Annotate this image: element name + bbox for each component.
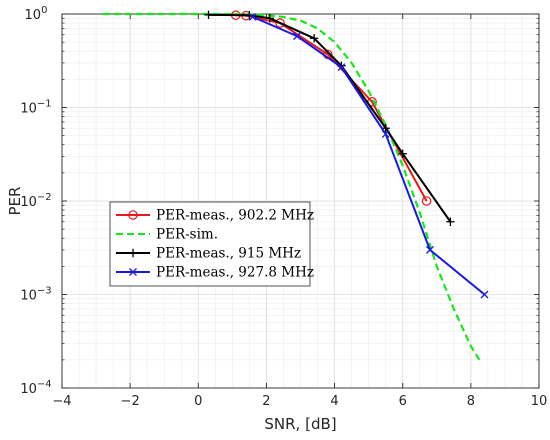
- y-tick-label: 100: [25, 5, 48, 23]
- legend-marker: [129, 268, 137, 276]
- legend-label: PER-meas., 915 MHz: [156, 246, 301, 262]
- y-axis-label: PER: [6, 187, 24, 216]
- data-point: [337, 63, 346, 72]
- data-point: [381, 130, 390, 139]
- data-point: [204, 10, 213, 20]
- x-axis-label: SNR, [dB]: [264, 415, 336, 433]
- x-tick-label: 6: [399, 394, 407, 409]
- x-tick-label: 4: [330, 394, 338, 409]
- x-tick-label: 2: [262, 394, 270, 409]
- data-point: [480, 290, 489, 299]
- legend: PER-meas., 902.2 MHz PER-sim. PER-meas., 9…: [109, 201, 314, 287]
- data-point: [421, 196, 432, 206]
- y-tick-label: 10−4: [20, 379, 51, 397]
- x-tick-label: 8: [467, 394, 475, 409]
- legend-label: PER-meas., 927.8 MHz: [156, 265, 314, 281]
- series-2: [204, 10, 455, 226]
- legend-marker: [128, 210, 138, 220]
- series-3: [248, 12, 489, 299]
- data-point: [426, 245, 434, 254]
- x-tick-label: −2: [121, 394, 140, 409]
- data-point: [248, 12, 257, 21]
- legend-marker: [128, 248, 138, 258]
- grid-layer: [61, 13, 540, 389]
- x-tick-label: 0: [194, 394, 202, 409]
- series-line: [252, 16, 486, 296]
- data-point: [398, 149, 407, 158]
- x-tick-label: −4: [52, 394, 71, 409]
- y-tick-label: 10−2: [20, 192, 51, 210]
- data-point: [275, 18, 285, 28]
- y-tick-label: 10−3: [20, 286, 51, 304]
- axes-layer: −4 −2 0 2 4 6 8 10 10−4 10−3 10−2 10−1 100 SNR, [dB] P…: [6, 5, 547, 433]
- y-tick-label: 10−1: [20, 99, 51, 117]
- legend-label: PER-sim.: [156, 227, 218, 243]
- series-layer: [102, 10, 489, 361]
- legend-label: PER-meas., 902.2 MHz: [156, 208, 314, 224]
- data-point: [265, 14, 275, 23]
- data-point: [446, 217, 455, 226]
- x-tick-label: 10: [531, 394, 548, 409]
- data-point: [309, 34, 319, 43]
- data-point: [245, 11, 254, 20]
- data-point: [293, 32, 302, 41]
